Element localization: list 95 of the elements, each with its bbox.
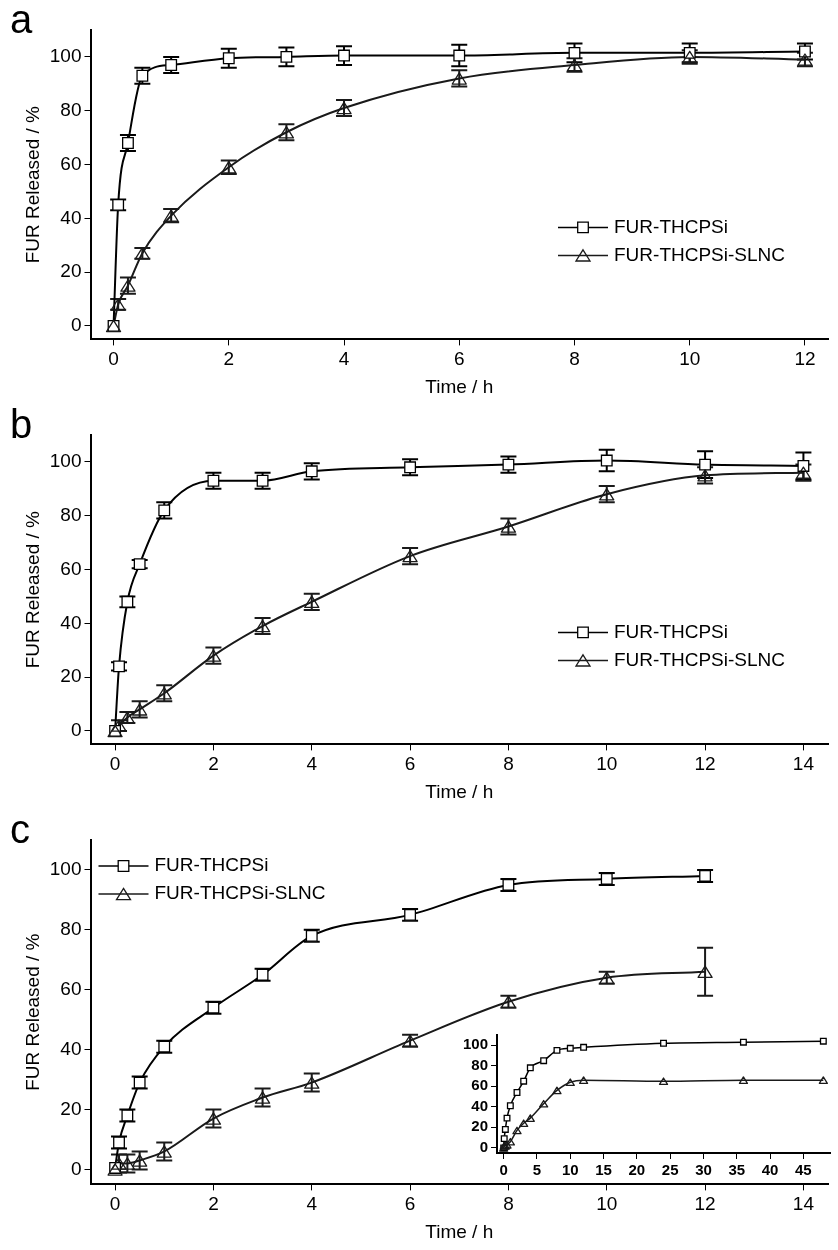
chart-title: c xyxy=(10,807,30,852)
y-tick-label: 0 xyxy=(70,314,82,336)
x-tick-label: 8 xyxy=(569,348,580,370)
x-tick-label: 10 xyxy=(596,753,618,775)
y-tick-label: 0 xyxy=(479,1138,489,1156)
point xyxy=(819,1037,827,1045)
y-tick-label: 100 xyxy=(49,45,82,67)
x-tick-label: 45 xyxy=(795,1161,812,1179)
x-axis-title: Time / h xyxy=(425,780,494,802)
y-tick-label: 20 xyxy=(471,1117,489,1135)
y-tick-label: 40 xyxy=(471,1096,489,1114)
y-tick-label: 60 xyxy=(60,152,82,174)
point xyxy=(818,1076,828,1084)
x-tick-label: 10 xyxy=(679,348,701,370)
point xyxy=(580,1043,588,1051)
legend-label: FUR-THCPSi xyxy=(614,620,728,642)
x-tick-label: 25 xyxy=(661,1161,679,1179)
x-tick-label: 15 xyxy=(595,1161,612,1179)
x-tick-label: 2 xyxy=(208,1193,219,1215)
x-tick-label: 4 xyxy=(306,753,318,775)
point xyxy=(512,1126,522,1135)
x-tick-label: 12 xyxy=(694,753,716,775)
x-tick-label: 20 xyxy=(628,1161,646,1179)
x-tick-label: 14 xyxy=(792,753,815,775)
y-tick-label: 80 xyxy=(60,503,82,525)
legend-label: FUR-THCPSi-SLNC xyxy=(614,243,785,265)
point xyxy=(520,1077,528,1085)
point xyxy=(501,1125,509,1133)
y-tick-label: 100 xyxy=(463,1035,489,1053)
y-axis-title: FUR Released / % xyxy=(21,933,43,1091)
point xyxy=(738,1076,749,1084)
x-tick-label: 8 xyxy=(503,753,514,775)
y-tick-label: 100 xyxy=(49,858,82,880)
point xyxy=(566,1044,574,1052)
y-tick-label: 40 xyxy=(60,1037,82,1059)
point xyxy=(553,1046,561,1054)
y-tick-label: 60 xyxy=(471,1076,489,1094)
y-tick-label: 40 xyxy=(60,206,82,228)
x-tick-label: 12 xyxy=(694,1193,716,1215)
x-tick-label: 40 xyxy=(761,1161,779,1179)
point xyxy=(578,1076,589,1084)
x-tick-label: 5 xyxy=(532,1161,542,1179)
y-tick-label: 80 xyxy=(60,918,82,940)
legend-label: FUR-THCPSi-SLNC xyxy=(154,882,326,904)
chart-title: a xyxy=(10,0,33,42)
x-tick-label: 0 xyxy=(108,348,119,370)
point xyxy=(540,1057,548,1065)
point xyxy=(658,1077,669,1086)
y-tick-label: 60 xyxy=(60,557,82,579)
point xyxy=(552,1086,562,1095)
point xyxy=(538,1099,549,1108)
x-tick-label: 6 xyxy=(404,753,416,775)
chart-title: b xyxy=(10,402,33,447)
y-tick-label: 60 xyxy=(60,977,82,999)
legend-label: FUR-THCPSi xyxy=(154,854,269,876)
x-tick-label: 14 xyxy=(792,1193,815,1215)
point xyxy=(565,1078,575,1087)
x-tick-label: 8 xyxy=(503,1193,514,1215)
legend-label: FUR-THCPSi xyxy=(614,215,728,237)
x-tick-label: 4 xyxy=(338,348,350,370)
point xyxy=(500,1135,508,1143)
x-tick-label: 0 xyxy=(109,753,121,775)
x-axis-title: Time / h xyxy=(425,1220,494,1242)
y-axis-title: FUR Released / % xyxy=(21,105,43,264)
y-axis-title: FUR Released / % xyxy=(21,510,43,669)
y-tick-label: 80 xyxy=(471,1055,489,1073)
x-tick-label: 10 xyxy=(561,1161,579,1179)
y-tick-label: 20 xyxy=(60,260,82,282)
y-tick-label: 20 xyxy=(60,1097,82,1119)
point xyxy=(526,1064,534,1072)
legend-label: FUR-THCPSi-SLNC xyxy=(614,648,785,670)
x-tick-label: 4 xyxy=(306,1193,318,1215)
y-tick-label: 100 xyxy=(49,450,82,472)
x-tick-label: 35 xyxy=(728,1161,746,1179)
point xyxy=(660,1039,667,1047)
x-tick-label: 12 xyxy=(794,348,816,370)
y-tick-label: 20 xyxy=(60,665,82,687)
x-tick-label: 2 xyxy=(208,753,219,775)
y-tick-label: 80 xyxy=(60,98,82,120)
x-axis-title: Time / h xyxy=(425,375,494,397)
y-tick-label: 40 xyxy=(60,611,82,633)
x-tick-label: 0 xyxy=(499,1161,508,1179)
x-tick-label: 6 xyxy=(404,1193,416,1215)
point xyxy=(519,1119,529,1128)
x-tick-label: 2 xyxy=(223,348,235,370)
x-tick-label: 30 xyxy=(695,1161,712,1179)
point xyxy=(506,1102,514,1110)
point xyxy=(525,1114,535,1122)
x-tick-label: 6 xyxy=(453,348,465,370)
x-tick-label: 10 xyxy=(596,1193,618,1215)
point xyxy=(739,1038,747,1046)
y-tick-label: 0 xyxy=(70,719,82,741)
point xyxy=(502,1140,512,1149)
point xyxy=(505,1137,515,1146)
x-tick-label: 0 xyxy=(109,1193,121,1215)
